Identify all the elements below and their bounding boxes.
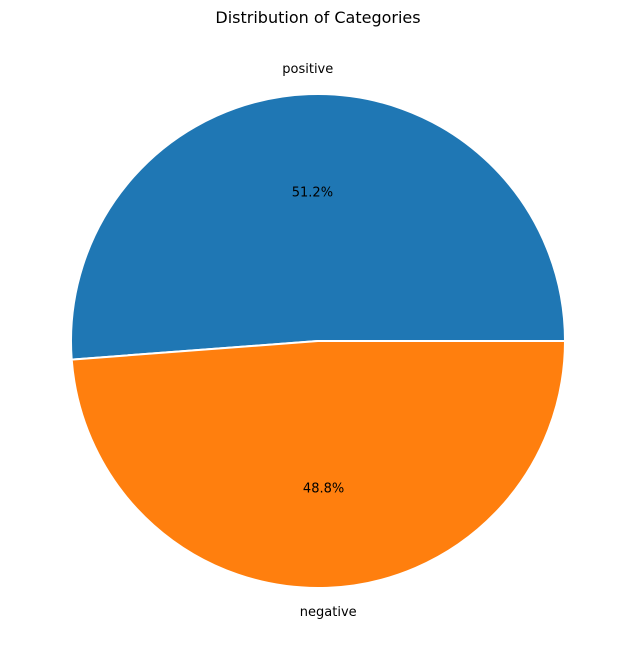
pie-labels: positive 51.2% negative 48.8%	[282, 62, 356, 620]
category-label-positive: positive	[282, 62, 333, 77]
pie-slice-positive	[70, 93, 566, 361]
chart-title: Distribution of Categories	[215, 8, 420, 27]
percent-label-negative: 48.8%	[303, 482, 344, 497]
category-label-negative: negative	[300, 605, 357, 620]
pie-slices	[70, 93, 566, 589]
percent-label-positive: 51.2%	[292, 185, 333, 200]
pie-slice-negative	[70, 340, 566, 589]
